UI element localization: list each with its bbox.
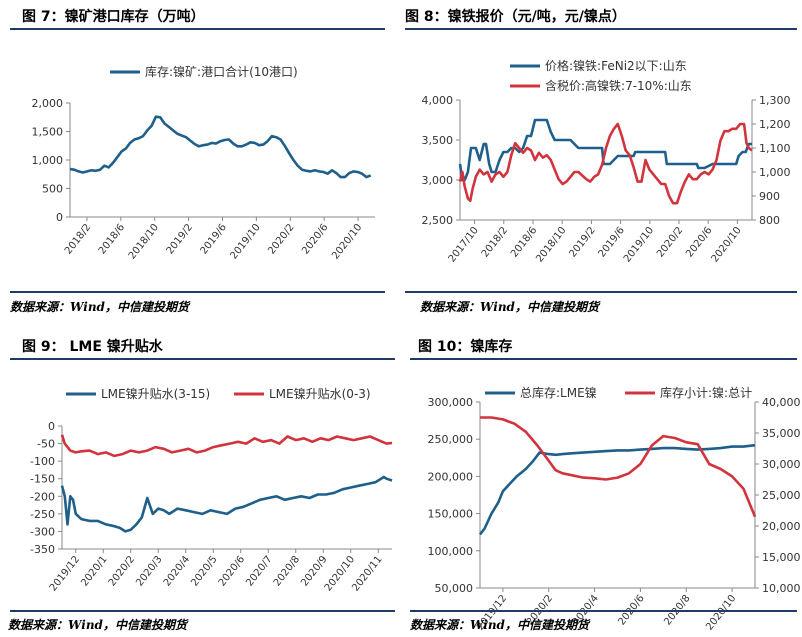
x-tick-label: 2020/3 [134, 554, 164, 589]
divider-top-4 [410, 358, 797, 360]
x-tick-label: 2018/2 [63, 222, 93, 257]
x-tick-label: 2017/10 [447, 225, 481, 265]
divider-bottom-2 [405, 291, 797, 293]
y-tick-label: -350 [30, 543, 55, 556]
y-right-tick-label: 1,000 [759, 166, 791, 179]
legend-label: 含税价:高镍铁:7-10%:山东 [545, 78, 692, 93]
x-tick-label: 2020/6 [684, 225, 714, 260]
y-right-tick-label: 30,000 [762, 458, 801, 471]
x-tick-label: 2019/2 [567, 225, 597, 260]
x-tick-label: 2020/10 [710, 225, 744, 265]
y-tick-label: 2,500 [422, 214, 454, 227]
x-tick-label: 2020/1 [79, 554, 109, 589]
x-tick-label: 2019/6 [199, 222, 229, 257]
series-line-1 [60, 475, 393, 533]
series-line-1 [458, 118, 752, 182]
y-tick-label: 250,000 [428, 433, 474, 446]
y-tick-label: 1,000 [32, 154, 64, 167]
chart-4-svg: 50,000 100,000 150,000 200,000 250,000 300,00… [428, 385, 801, 633]
chart-3-svg: -350-300-250-200-150-100-5002019/122020/… [30, 387, 393, 594]
x-tick-label: 2019/6 [597, 225, 627, 260]
x-tick-label: 2020/6 [217, 554, 247, 589]
x-tick-label: 2020/6 [300, 222, 330, 257]
x-tick-label: 2018/6 [509, 225, 539, 260]
legend-label: 总库存:LME镍 [520, 385, 597, 400]
y-right-tick-label: 1,100 [759, 142, 791, 155]
y-right-tick-label: 25,000 [762, 489, 801, 502]
y-right-tick-label: 1,300 [759, 94, 791, 107]
y-tick-label: 100,000 [428, 545, 474, 558]
chart-title-3: 图 9： LME 镍升贴水 [22, 339, 163, 355]
x-tick-label: 2018/10 [127, 222, 161, 262]
x-tick-label: 2020/10 [330, 222, 364, 262]
source-note-2: 数据来源：Wind，中信建投期货 [420, 300, 599, 314]
x-tick-label: 2020/2 [266, 222, 296, 257]
y-right-tick-label: 1,200 [759, 118, 791, 131]
source-note-3: 数据来源：Wind，中信建投期货 [8, 618, 187, 632]
y-right-tick-label: 10,000 [762, 582, 801, 595]
divider-bottom-1 [10, 291, 385, 293]
divider-bottom-4 [410, 610, 797, 612]
x-tick-label: 2018/2 [480, 225, 510, 260]
y-tick-label: -200 [30, 490, 55, 503]
x-tick-label: 2020/2 [655, 225, 685, 260]
y-tick-label: -300 [30, 525, 55, 538]
legend-label: 库存:镍矿:港口合计(10港口) [145, 64, 298, 79]
y-tick-label: 0 [56, 211, 63, 224]
x-tick-label: 2019/12 [48, 554, 82, 594]
y-tick-label: 200,000 [428, 470, 474, 483]
y-tick-label: 500 [42, 183, 63, 196]
divider-top-2 [405, 28, 797, 30]
y-tick-label: -100 [30, 455, 55, 468]
source-note-4: 数据来源：Wind，中信建投期货 [410, 618, 589, 632]
x-tick-label: 2020/8 [272, 554, 302, 589]
y-tick-label: 2,000 [32, 97, 64, 110]
x-tick-label: 2020/2 [107, 554, 137, 589]
y-tick-label: 4,000 [422, 94, 454, 107]
y-tick-label: 3,000 [422, 174, 454, 187]
y-right-tick-label: 20,000 [762, 520, 801, 533]
series-line-2 [60, 434, 393, 458]
legend-label: 库存小计:镍:总计 [660, 385, 752, 400]
x-tick-label: 2020/10 [704, 593, 738, 633]
y-tick-label: 50,000 [435, 582, 474, 595]
series-line-2 [458, 122, 753, 205]
y-tick-label: -250 [30, 508, 55, 521]
y-tick-label: 0 [48, 420, 55, 433]
chart-2-svg: 2,500 3,000 3,500 4,000 800 900 1,000 1,100 1,20… [422, 58, 791, 265]
y-tick-label: 3,500 [422, 134, 454, 147]
y-right-tick-label: 900 [759, 190, 780, 203]
x-tick-label: 2019/2 [165, 222, 195, 257]
legend-label: LME镍升贴水(0-3) [269, 387, 371, 401]
x-tick-label: 2020/5 [189, 554, 219, 589]
series-line-1 [478, 443, 756, 536]
y-right-tick-label: 35,000 [762, 427, 801, 440]
x-tick-label: 2018/10 [534, 225, 568, 265]
y-right-tick-label: 40,000 [762, 396, 801, 409]
x-tick-label: 2020/7 [244, 554, 274, 589]
series-line-2 [480, 416, 757, 518]
y-tick-label: -50 [37, 438, 55, 451]
x-tick-label: 2019/10 [229, 222, 263, 262]
y-tick-label: 300,000 [428, 396, 474, 409]
series-line-1 [69, 115, 372, 179]
legend-label: LME镍升贴水(3-15) [101, 387, 210, 401]
x-tick-label: 2020/4 [162, 554, 192, 589]
chart-title-1: 图 7：镍矿港口库存（万吨） [22, 9, 205, 25]
x-tick-label: 2018/6 [97, 222, 127, 257]
y-tick-label: -150 [30, 473, 55, 486]
divider-bottom-3 [10, 610, 395, 612]
x-tick-label: 2019/10 [622, 225, 656, 265]
divider-top-3 [10, 358, 395, 360]
chart-title-2: 图 8：镍铁报价（元/吨，元/镍点） [405, 9, 626, 25]
chart-title-4: 图 10：镍库存 [418, 339, 513, 355]
source-note-1: 数据来源：Wind，中信建投期货 [10, 300, 189, 314]
divider-top-1 [10, 28, 385, 30]
y-tick-label: 1,500 [32, 126, 64, 139]
legend-label: 价格:镍铁:FeNi2以下:山东 [545, 58, 687, 73]
y-right-tick-label: 15,000 [762, 551, 801, 564]
y-tick-label: 150,000 [428, 508, 474, 521]
y-right-tick-label: 800 [759, 214, 780, 227]
